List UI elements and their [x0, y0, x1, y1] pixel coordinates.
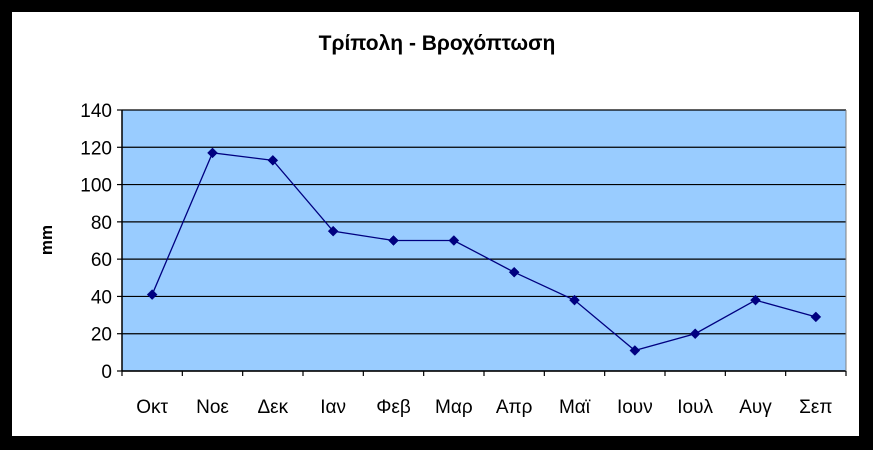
data-point-Οκτ: [146, 289, 158, 300]
y-tick-label: 120: [80, 138, 112, 159]
x-tick-label: Φεβ: [376, 397, 411, 418]
data-point-Αυγ: [750, 294, 761, 306]
x-tick-label: Αυγ: [739, 397, 772, 418]
x-tick-label: Μαρ: [435, 397, 473, 418]
y-tick-labels: 0 20 40 60 80 100 120 140: [80, 101, 112, 383]
x-tick-label: Απρ: [496, 397, 533, 418]
data-point-Μαρ: [448, 235, 460, 246]
data-point-Δεκ: [267, 154, 279, 166]
x-tick-label: Νοε: [196, 397, 229, 418]
data-point-Νοε: [207, 147, 218, 159]
data-point-Απρ: [508, 266, 520, 278]
series-rainfall: [146, 147, 822, 356]
data-point-Ιουλ: [689, 328, 701, 340]
x-tick-label: Ιαν: [320, 397, 346, 418]
series-line: [151, 152, 817, 352]
y-axis-title: mm: [37, 225, 56, 255]
x-tick-label: Ιουλ: [677, 397, 713, 418]
data-point-Μαϊ: [569, 294, 580, 306]
y-tick-label: 80: [91, 213, 112, 234]
x-tick-labels: Οκτ Νοε Δεκ Ιαν Φεβ Μαρ Απρ Μαϊ Ιουν Ιουλ Αυγ Σεπ: [136, 397, 832, 418]
x-tick-label: Οκτ: [136, 397, 168, 418]
x-tick-label: Μαϊ: [559, 397, 591, 418]
data-point-Σεπ: [810, 311, 822, 323]
data-point-Φεβ: [388, 235, 399, 246]
y-tick-label: 100: [80, 176, 112, 197]
data-point-Ιαν: [327, 225, 339, 237]
y-tick-label: 60: [91, 250, 112, 271]
x-tick-label: Ιουν: [617, 397, 653, 418]
y-tick-label: 20: [91, 325, 112, 346]
data-point-Ιουν: [629, 345, 641, 356]
x-tick-label: Σεπ: [799, 397, 832, 418]
x-tick-label: Δεκ: [257, 397, 288, 418]
axes: [117, 109, 847, 376]
plot-area: [122, 110, 846, 371]
chart-title: Τρίπολη - Βροχόπτωση: [319, 32, 556, 55]
y-tick-label: 140: [80, 101, 112, 122]
y-tick-label: 40: [91, 287, 112, 308]
y-tick-label: 0: [101, 362, 112, 383]
